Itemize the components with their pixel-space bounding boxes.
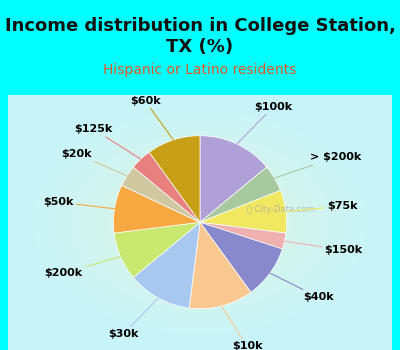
- Wedge shape: [114, 222, 200, 278]
- Text: $150k: $150k: [284, 241, 363, 255]
- Text: $10k: $10k: [222, 306, 262, 350]
- Wedge shape: [200, 136, 267, 222]
- Text: Income distribution in College Station,
TX (%): Income distribution in College Station, …: [4, 17, 396, 56]
- Wedge shape: [200, 167, 280, 222]
- Text: $60k: $60k: [130, 96, 173, 140]
- Wedge shape: [200, 222, 282, 292]
- Text: $200k: $200k: [45, 257, 120, 278]
- Text: $20k: $20k: [62, 149, 127, 176]
- Text: $100k: $100k: [237, 102, 292, 144]
- Text: ⓘ City-Data.com: ⓘ City-Data.com: [247, 205, 314, 214]
- Text: $125k: $125k: [74, 124, 141, 159]
- Wedge shape: [133, 152, 200, 222]
- Wedge shape: [122, 167, 200, 222]
- Wedge shape: [200, 190, 286, 233]
- Wedge shape: [149, 136, 200, 222]
- Text: > $200k: > $200k: [274, 152, 361, 178]
- Text: $40k: $40k: [270, 273, 334, 302]
- Wedge shape: [133, 222, 200, 308]
- Text: $30k: $30k: [108, 298, 158, 339]
- Text: Hispanic or Latino residents: Hispanic or Latino residents: [103, 63, 297, 77]
- Text: $75k: $75k: [286, 201, 357, 211]
- Text: $50k: $50k: [44, 197, 114, 209]
- Wedge shape: [189, 222, 251, 309]
- Wedge shape: [114, 186, 200, 233]
- Wedge shape: [200, 222, 286, 249]
